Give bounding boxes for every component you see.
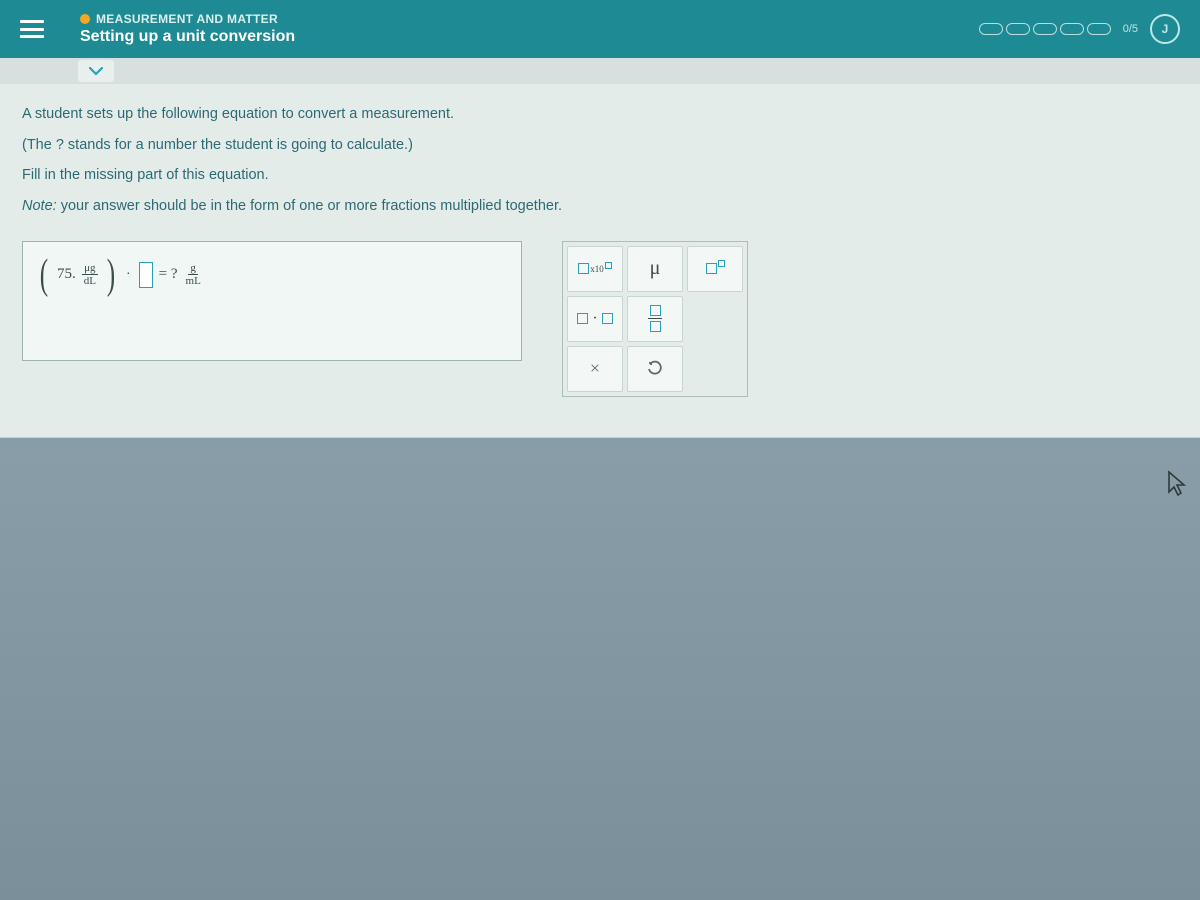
category-dot-icon bbox=[80, 14, 90, 24]
palette-clear-button[interactable]: × bbox=[567, 346, 623, 392]
category-label: MEASUREMENT AND MATTER bbox=[80, 12, 295, 26]
eq-dot: · bbox=[126, 267, 131, 283]
answer-input[interactable] bbox=[139, 262, 153, 288]
header-bar: MEASUREMENT AND MATTER Setting up a unit… bbox=[0, 0, 1200, 58]
equation-input-box[interactable]: ( 75. μg dL ) · = ? g mL bbox=[22, 241, 522, 361]
problem-line-2: (The ? stands for a number the student i… bbox=[22, 133, 1178, 158]
eq-right-fraction: g mL bbox=[184, 262, 203, 287]
chevron-down-icon bbox=[89, 67, 103, 76]
undo-icon bbox=[646, 360, 664, 378]
equation-display: ( 75. μg dL ) · = ? g mL bbox=[37, 254, 203, 296]
problem-note: Note: your answer should be in the form … bbox=[22, 194, 1178, 219]
category-text: MEASUREMENT AND MATTER bbox=[96, 12, 278, 26]
palette-x10-label: x10 bbox=[590, 264, 604, 274]
eq-right-frac-top: g bbox=[188, 262, 198, 275]
progress-count: 0/5 bbox=[1123, 23, 1138, 35]
header-titles: MEASUREMENT AND MATTER Setting up a unit… bbox=[80, 12, 295, 46]
palette-scientific-button[interactable]: x10 bbox=[567, 246, 623, 292]
problem-line-1: A student sets up the following equation… bbox=[22, 102, 1178, 127]
note-text: your answer should be in the form of one… bbox=[57, 198, 562, 214]
hamburger-menu-icon[interactable] bbox=[20, 20, 44, 38]
eq-left-frac-bot: dL bbox=[82, 275, 98, 287]
palette-mu-label: μ bbox=[650, 257, 661, 280]
eq-left-fraction: μg dL bbox=[82, 262, 98, 287]
note-prefix: Note: bbox=[22, 198, 57, 214]
progress-pills bbox=[979, 23, 1111, 35]
palette-superscript-button[interactable] bbox=[687, 246, 743, 292]
palette-mu-button[interactable]: μ bbox=[627, 246, 683, 292]
work-row: ( 75. μg dL ) · = ? g mL bbox=[22, 241, 1178, 397]
palette-dot-label: · bbox=[592, 310, 597, 328]
avatar-initial: J bbox=[1162, 22, 1169, 36]
symbol-palette: x10 μ · bbox=[562, 241, 748, 397]
palette-multiply-box-button[interactable]: · bbox=[567, 296, 623, 342]
eq-left-frac-top: μg bbox=[82, 262, 97, 275]
left-paren-icon: ( bbox=[40, 254, 48, 296]
palette-undo-button[interactable] bbox=[627, 346, 683, 392]
problem-line-3: Fill in the missing part of this equatio… bbox=[22, 163, 1178, 188]
topic-title: Setting up a unit conversion bbox=[80, 28, 295, 46]
expand-tab-button[interactable] bbox=[78, 60, 114, 82]
content-panel: A student sets up the following equation… bbox=[0, 84, 1200, 438]
eq-coefficient: 75. bbox=[57, 266, 76, 283]
right-paren-icon: ) bbox=[107, 254, 115, 296]
avatar[interactable]: J bbox=[1150, 14, 1180, 44]
tab-strip bbox=[0, 58, 1200, 84]
eq-right-frac-bot: mL bbox=[184, 275, 203, 287]
eq-equals: = ? bbox=[159, 266, 178, 283]
close-icon: × bbox=[590, 358, 600, 379]
header-right: 0/5 J bbox=[979, 14, 1180, 44]
palette-fraction-button[interactable] bbox=[627, 296, 683, 342]
cursor-pointer-icon bbox=[1166, 470, 1188, 498]
